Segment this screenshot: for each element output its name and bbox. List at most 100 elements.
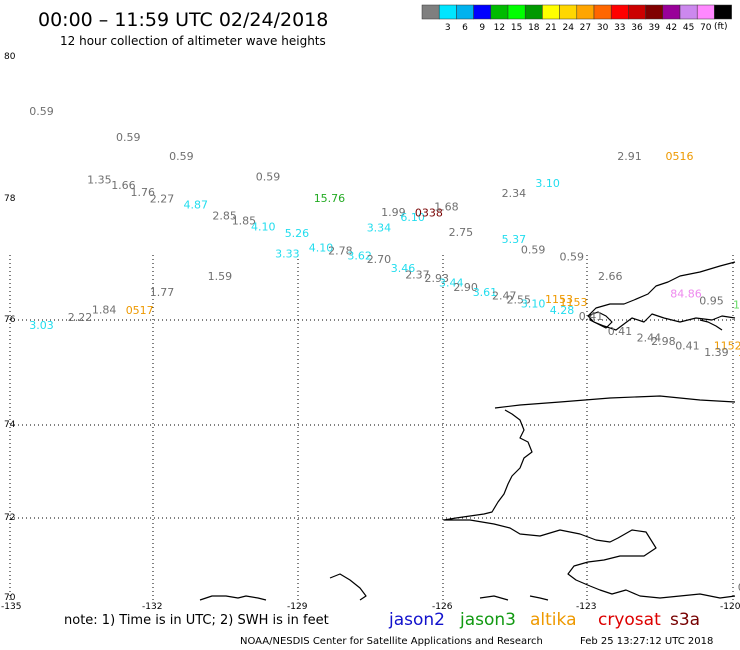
wave-height-label: 84.86	[670, 288, 702, 301]
wave-height-label: 1.76	[131, 186, 156, 199]
lon-label-126: -126	[432, 602, 453, 612]
wave-height-label: 2.37	[405, 268, 430, 281]
wave-height-label: 0.4	[738, 581, 740, 594]
scale-swatch	[438, 4, 457, 20]
scale-swatch	[714, 4, 732, 20]
wave-height-label: 2.98	[651, 335, 676, 348]
coastline-small-islands	[199, 319, 723, 601]
wave-height-label: 3.10	[521, 297, 546, 310]
scale-label: 42	[666, 23, 677, 33]
coastline-mainland	[443, 395, 736, 599]
scale-label: 30	[597, 23, 609, 33]
wave-height-label: 2.70	[367, 253, 392, 266]
scale-swatch	[559, 4, 578, 20]
coastline	[199, 261, 736, 601]
wave-height-label: 3.03	[29, 319, 54, 332]
satellite-jason3: jason3	[459, 610, 516, 630]
lat-label-74: 74	[4, 420, 16, 430]
lon-label-120: -120	[720, 602, 740, 612]
wave-height-label: 5.37	[502, 233, 526, 246]
wave-height-label: 4.28	[550, 304, 575, 317]
wave-height-label: 4.10	[309, 242, 334, 255]
wave-height-label: 3.61	[473, 286, 498, 299]
scale-swatch	[524, 4, 543, 20]
wave-height-label: 0.41	[579, 310, 604, 323]
scale-label: 15	[511, 23, 522, 33]
map-title: 00:00 – 11:59 UTC 02/24/2018	[38, 9, 328, 31]
scale-swatch	[456, 4, 474, 20]
wave-height-label: 4.10	[251, 221, 276, 234]
scale-label: 9	[479, 23, 485, 33]
wave-height-label: 1.68	[434, 201, 459, 214]
scale-swatch	[473, 4, 492, 20]
lon-label-129: -129	[287, 602, 308, 612]
wave-height-label: 1.99	[381, 206, 406, 219]
scale-swatch	[507, 4, 526, 20]
scale-swatch	[421, 4, 440, 20]
wave-height-label: 2.27	[150, 193, 175, 206]
pass-time-label: 1153	[560, 296, 588, 309]
footer-note: note: 1) Time is in UTC; 2) SWH is in fe…	[64, 613, 329, 628]
wave-height-label: 2.55	[507, 294, 532, 307]
scale-swatch	[610, 4, 629, 20]
scale-label: 12	[494, 23, 505, 33]
color-scale-legend: 3 6 9 12 15 18 21 24 27 30 33 36 39 42 45 70	[421, 4, 732, 33]
wave-height-label: 12.58	[733, 299, 740, 312]
wave-height-label: 3.44	[439, 277, 464, 290]
wave-height-label: 6.10	[400, 211, 425, 224]
footer-timestamp: Feb 25 13:27:12 UTC 2018	[580, 636, 713, 647]
wave-height-label: 2.47	[492, 289, 517, 302]
wave-height-label: 2.22	[68, 311, 93, 324]
scale-swatch	[490, 4, 509, 20]
wave-height-label: 3.62	[347, 250, 372, 263]
wave-height-label: 0.41	[675, 339, 700, 352]
satellite-altika: altika	[530, 610, 577, 630]
lat-label-76: 76	[4, 315, 16, 325]
latitude-labels: 80 78 76 74 72 70	[4, 52, 16, 603]
wave-height-label: 0.59	[29, 105, 54, 118]
wave-height-label: 0.59	[521, 244, 546, 257]
wave-height-label: 2.75	[449, 226, 474, 239]
lat-label-80: 80	[4, 52, 16, 62]
wave-height-label: 3.46	[391, 262, 416, 275]
coastline-north-shore	[589, 311, 613, 329]
longitude-labels: -135 -132 -129 -126 -123 -120	[1, 602, 740, 612]
wave-height-label: 0.59	[560, 251, 585, 264]
wave-height-label: 3.33	[275, 248, 300, 261]
wave-height-label: 1.85	[232, 214, 257, 227]
wave-height-label: 5.26	[285, 227, 310, 240]
wave-height-label: 2.34	[502, 187, 526, 200]
scale-swatch	[645, 4, 664, 20]
wave-height-label: 1.59	[208, 270, 233, 283]
wave-height-label: 4.87	[184, 199, 209, 212]
map-subtitle: 12 hour collection of altimeter wave hei…	[60, 34, 326, 48]
lon-label-135: -135	[1, 602, 21, 612]
scale-swatch	[696, 4, 715, 20]
wave-height-label: 1.35	[87, 173, 112, 186]
pass-time-label: 0517	[126, 304, 154, 317]
pass-time-label: 1153	[545, 293, 573, 306]
scale-label: 27	[580, 23, 591, 33]
scale-swatch	[593, 4, 612, 20]
satellite-jason2: jason2	[388, 610, 445, 630]
wave-height-label: 2.44	[637, 332, 662, 345]
satellite-s3a: s3a	[670, 610, 700, 630]
scale-swatch	[662, 4, 681, 20]
scale-label: 70	[700, 23, 712, 33]
wave-height-label: 0.59	[256, 171, 280, 184]
lat-label-72: 72	[4, 513, 15, 523]
pass-time-label: 0338	[415, 207, 443, 220]
footer-credit: NOAA/NESDIS Center for Satellite Applica…	[240, 636, 543, 647]
wave-height-label: 0.41	[608, 325, 633, 338]
scale-label: 6	[462, 23, 468, 33]
scale-label: 21	[545, 23, 556, 33]
wave-height-observations: 0.59 0.59 0.59 1.35 1.661.762.27 4.87 0.59 2.85…	[29, 105, 740, 594]
lat-label-70: 70	[4, 593, 16, 603]
satellite-legend: jason2 jason3 altika cryosat s3a	[388, 610, 700, 630]
color-scale-unit: (ft)	[714, 22, 728, 32]
pass-time-label: 1	[738, 346, 740, 359]
scale-label: 3	[445, 23, 451, 33]
satellite-cryosat: cryosat	[598, 610, 661, 630]
scale-label: 18	[528, 23, 540, 33]
